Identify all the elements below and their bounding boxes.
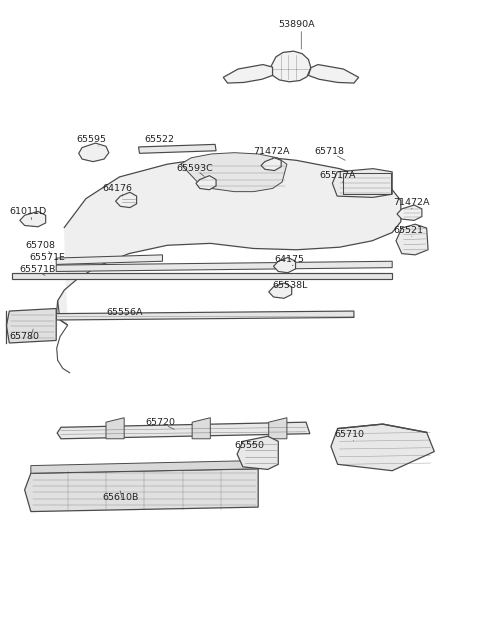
Text: 65517A: 65517A [319, 171, 356, 180]
Polygon shape [196, 175, 216, 189]
Polygon shape [56, 261, 392, 271]
Polygon shape [261, 158, 281, 171]
Text: 71472A: 71472A [393, 198, 430, 207]
Polygon shape [309, 65, 359, 83]
Text: 64176: 64176 [102, 184, 132, 193]
Text: 65571E: 65571E [29, 253, 65, 262]
Polygon shape [271, 51, 311, 82]
Polygon shape [396, 224, 428, 255]
Polygon shape [274, 257, 296, 273]
Polygon shape [57, 156, 401, 325]
Text: 71472A: 71472A [253, 147, 290, 156]
Polygon shape [116, 192, 137, 207]
Polygon shape [223, 65, 273, 83]
Text: 65710: 65710 [335, 431, 365, 440]
Polygon shape [269, 418, 287, 439]
Text: 61011D: 61011D [9, 207, 47, 216]
Text: 65556A: 65556A [106, 308, 143, 317]
Text: 65595: 65595 [76, 136, 106, 145]
Polygon shape [332, 169, 392, 197]
Text: 65538L: 65538L [273, 281, 308, 290]
Polygon shape [139, 145, 216, 154]
Text: 65522: 65522 [144, 136, 174, 145]
Polygon shape [331, 424, 434, 470]
Text: 65593C: 65593C [177, 163, 214, 173]
Text: 64175: 64175 [275, 255, 304, 264]
Polygon shape [57, 422, 310, 439]
Polygon shape [56, 311, 354, 320]
Text: 65720: 65720 [145, 418, 175, 427]
Text: 65571B: 65571B [19, 265, 55, 274]
Polygon shape [24, 468, 258, 511]
Polygon shape [106, 418, 124, 439]
Text: 65550: 65550 [234, 441, 264, 450]
Polygon shape [12, 273, 392, 279]
Polygon shape [31, 461, 258, 473]
Text: 65610B: 65610B [102, 493, 139, 502]
Polygon shape [192, 418, 210, 439]
Polygon shape [180, 153, 287, 191]
Polygon shape [6, 308, 56, 343]
Polygon shape [237, 436, 278, 469]
Polygon shape [20, 211, 46, 227]
Polygon shape [56, 255, 162, 264]
Text: 65708: 65708 [25, 241, 56, 250]
Text: 53890A: 53890A [278, 20, 315, 29]
Text: 65521: 65521 [393, 226, 423, 235]
Text: 65718: 65718 [314, 147, 344, 156]
Polygon shape [397, 205, 422, 220]
Polygon shape [79, 143, 109, 162]
Text: 65780: 65780 [9, 332, 39, 341]
Polygon shape [269, 283, 292, 298]
